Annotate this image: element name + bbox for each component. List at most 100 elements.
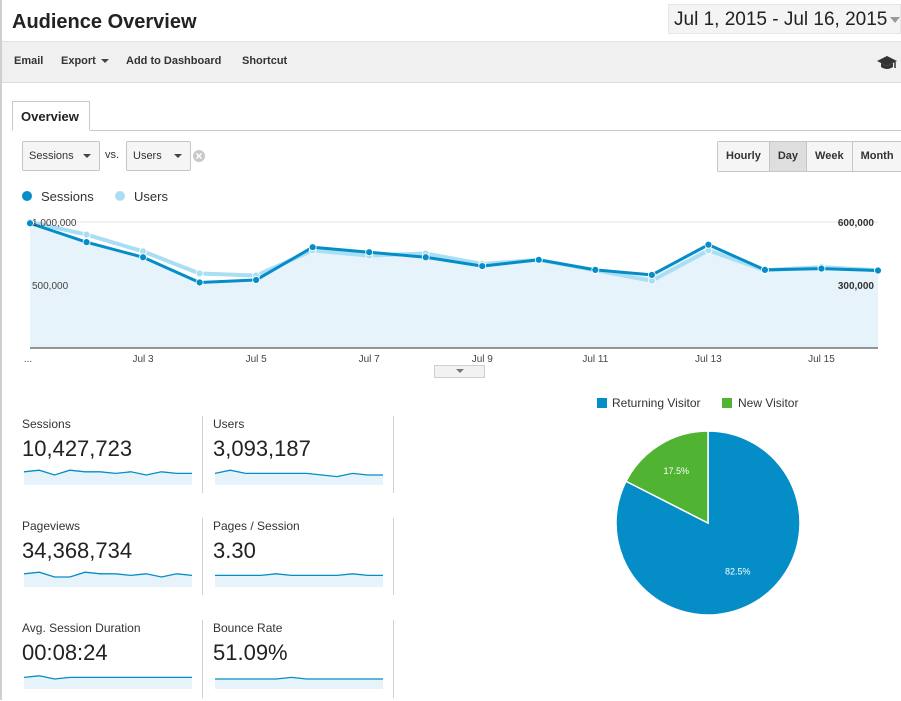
sessions-point[interactable] — [82, 238, 91, 247]
chevron-down-icon — [890, 17, 900, 23]
chevron-down-icon — [174, 154, 182, 158]
sparkline-area — [215, 573, 383, 587]
sparkline — [215, 469, 383, 485]
sessions-point[interactable] — [365, 248, 374, 257]
sessions-point[interactable] — [874, 266, 882, 275]
x-axis-tick-label: Jul 11 — [582, 354, 608, 365]
sessions-point[interactable] — [26, 219, 34, 228]
scorecard-divider — [202, 518, 203, 595]
sparkline — [24, 675, 192, 689]
chart-points — [26, 218, 882, 287]
sessions-area — [30, 223, 878, 348]
email-button[interactable]: Email — [14, 55, 44, 67]
sparkline-line — [24, 675, 192, 680]
scorecard-value: 10,427,723 — [22, 436, 133, 461]
sparkline — [24, 469, 192, 485]
scorecard-divider — [393, 518, 394, 595]
sessions-point[interactable] — [195, 278, 204, 287]
scorecard-avg-session-duration[interactable]: Avg. Session Duration 00:08:24 — [22, 621, 200, 701]
shortcut-button[interactable]: Shortcut — [242, 55, 288, 67]
users-point[interactable] — [195, 269, 204, 278]
tab-strip-divider — [12, 130, 901, 131]
chart-series — [29, 220, 879, 284]
tab-overview[interactable]: Overview — [12, 101, 90, 131]
page-title: Audience Overview — [12, 11, 197, 33]
sessions-point[interactable] — [761, 265, 769, 274]
sparkline-line — [24, 571, 192, 578]
scorecard-label: Sessions — [22, 417, 71, 431]
scorecard-value: 34,368,734 — [22, 538, 133, 563]
sessions-point[interactable] — [817, 264, 826, 273]
scorecard-label: Bounce Rate — [213, 621, 283, 635]
scorecard-label: Avg. Session Duration — [22, 621, 141, 635]
scorecard-label: Pageviews — [22, 519, 81, 533]
left-axis-tick-label: 500,000 — [32, 281, 69, 292]
sessions-point[interactable] — [591, 265, 600, 274]
sparkline-line — [215, 469, 383, 478]
sessions-line — [29, 221, 879, 284]
secondary-metric-value: Users — [133, 150, 162, 162]
visitor-type-pie-chart: 82.5% 17.5% — [615, 430, 801, 616]
chart-axes: 1,000,000 500,000 600,000 300,000... Jul 3 Ju… — [24, 218, 878, 365]
scorecard-users[interactable]: Users 3,093,187 — [213, 417, 391, 497]
export-label: Export — [61, 55, 96, 67]
sessions-point[interactable] — [308, 243, 317, 252]
granularity-week-button[interactable]: Week — [806, 142, 852, 171]
primary-metric-value: Sessions — [29, 150, 74, 162]
sessions-point[interactable] — [421, 253, 430, 262]
primary-metric-select[interactable]: Sessions — [22, 141, 100, 171]
date-range-label: Jul 1, 2015 - Jul 16, 2015 — [674, 9, 888, 30]
users-point[interactable] — [82, 230, 91, 239]
date-range-picker[interactable]: Jul 1, 2015 - Jul 16, 2015 — [668, 4, 901, 34]
scorecard-value: 3.30 — [213, 538, 256, 563]
sessions-point[interactable] — [704, 240, 713, 249]
sparkline-line — [24, 469, 192, 476]
scorecard-divider — [393, 416, 394, 493]
scorecard-value: 3,093,187 — [213, 436, 311, 461]
right-axis-tick-label: 300,000 — [838, 281, 875, 292]
scorecard-value: 51.09% — [213, 640, 288, 665]
new-visitor-legend-label[interactable]: New Visitor — [738, 396, 799, 410]
x-axis-tick-label: Jul 5 — [246, 354, 268, 365]
x-axis-tick-label: Jul 9 — [472, 354, 494, 365]
right-axis-tick-label: 600,000 — [838, 218, 875, 229]
x-axis-tick-label: Jul 3 — [133, 354, 155, 365]
remove-metric-icon[interactable] — [193, 150, 205, 162]
granularity-hourly-button[interactable]: Hourly — [718, 142, 769, 171]
sparkline-line — [215, 573, 383, 577]
secondary-metric-select[interactable]: Users — [126, 141, 191, 171]
sessions-point[interactable] — [647, 271, 656, 279]
x-axis-tick-label: ... — [24, 354, 32, 365]
sessions-point[interactable] — [252, 276, 261, 284]
graduation-cap-icon[interactable] — [877, 54, 897, 72]
sparkline-area — [24, 572, 192, 587]
sparkline — [24, 571, 192, 587]
scorecard-sessions[interactable]: Sessions 10,427,723 — [22, 417, 200, 497]
returning-visitor-legend-swatch — [597, 398, 607, 408]
scorecard-bounce-rate[interactable]: Bounce Rate 51.09% — [213, 621, 391, 701]
sessions-point[interactable] — [478, 262, 487, 270]
users-legend-dot — [115, 191, 125, 201]
export-menu-button[interactable]: Export — [61, 55, 109, 67]
x-axis-tick-label: Jul 15 — [808, 354, 835, 365]
scorecard-pageviews[interactable]: Pageviews 34,368,734 — [22, 519, 200, 599]
scorecard-value: 00:08:24 — [22, 640, 108, 665]
granularity-month-button[interactable]: Month — [851, 142, 901, 171]
sparkline — [215, 573, 383, 587]
new-visitor-legend-swatch — [722, 398, 732, 408]
sessions-point[interactable] — [534, 255, 543, 264]
sessions-point[interactable] — [139, 253, 147, 262]
granularity-day-button[interactable]: Day — [768, 142, 807, 171]
chart-collapse-handle[interactable] — [434, 365, 485, 378]
chevron-down-icon — [83, 154, 91, 158]
scorecard-divider — [393, 620, 394, 698]
scorecard-divider — [202, 416, 203, 493]
x-axis-tick-label: Jul 7 — [359, 354, 381, 365]
sparkline-area — [24, 470, 192, 485]
returning-visitor-legend-label[interactable]: Returning Visitor — [612, 396, 701, 410]
users-legend-label: Users — [134, 189, 168, 204]
add-to-dashboard-button[interactable]: Add to Dashboard — [126, 55, 222, 67]
scorecard-label: Pages / Session — [213, 519, 300, 533]
scorecard-pages-per-session[interactable]: Pages / Session 3.30 — [213, 519, 391, 599]
new-visitor-slice[interactable] — [625, 430, 709, 525]
